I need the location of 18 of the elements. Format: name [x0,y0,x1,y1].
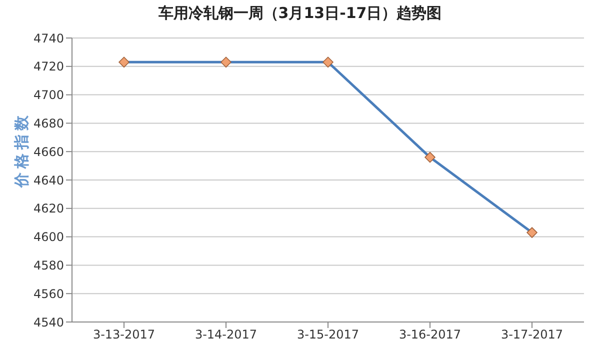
y-tick-label: 4680 [33,116,64,130]
x-tick-label: 3-15-2017 [296,328,360,342]
x-tick-label: 3-13-2017 [92,328,156,342]
x-tick-label: 3-16-2017 [398,328,462,342]
y-tick-label: 4560 [33,286,64,301]
y-tick-label: 4720 [33,60,64,74]
y-tick-label: 4700 [33,88,64,102]
y-tick-label: 4540 [33,315,64,330]
chart-title: 车用冷轧钢一周（3月13日-17日）趋势图 [157,4,443,23]
y-tick-label: 4620 [33,202,64,216]
y-tick-label: 4740 [33,31,64,46]
y-tick-label: 4640 [33,173,64,188]
y-tick-label: 4660 [33,144,64,159]
y-tick-label: 4580 [33,258,64,272]
x-tick-label: 3-14-2017 [194,328,258,342]
y-tick-label: 4600 [33,230,64,244]
x-tick-label: 3-17-2017 [500,328,564,342]
y-axis-title: 价格指数 [12,112,32,188]
